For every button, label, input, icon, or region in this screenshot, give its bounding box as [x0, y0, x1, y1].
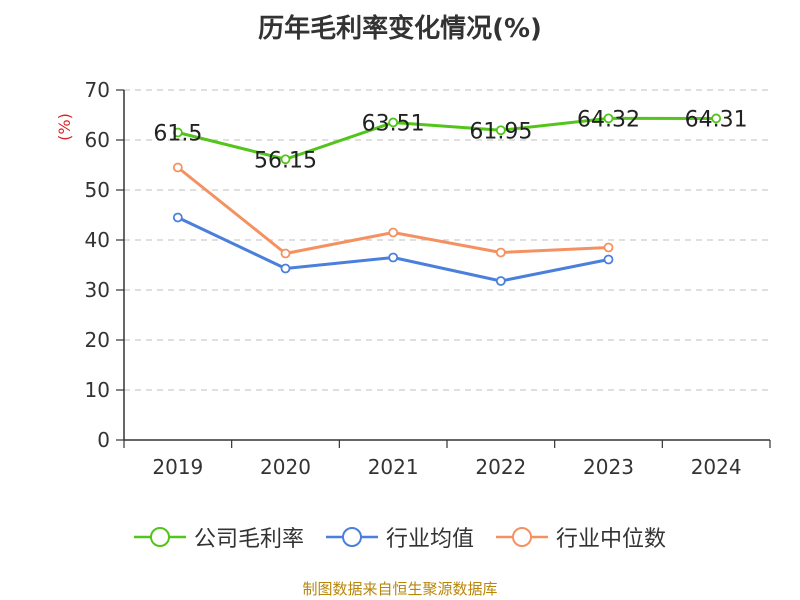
legend-label: 行业中位数: [556, 527, 667, 552]
series-line: [177, 116, 717, 161]
x-tick-label-2019: 2019: [152, 455, 203, 479]
data-point[interactable]: [495, 125, 506, 136]
series-2: [172, 162, 614, 259]
legend-swatch-icon: [325, 527, 378, 547]
legend: 公司毛利率 行业均值 行业中位数: [0, 520, 800, 554]
x-tick-label-2022: 2022: [475, 455, 526, 479]
data-point[interactable]: [603, 242, 614, 253]
y-tick-label: 50: [85, 178, 110, 202]
legend-swatch-icon: [133, 527, 186, 547]
data-label: 61.5: [153, 122, 202, 147]
legend-item-2[interactable]: 行业中位数: [496, 521, 666, 553]
data-point[interactable]: [388, 227, 399, 238]
series-group: 61.5 56.15 63.51 61.95 64.32 64.31: [153, 107, 748, 286]
data-point[interactable]: [388, 117, 399, 128]
y-tick-label: 40: [85, 228, 110, 252]
data-point[interactable]: [172, 162, 183, 173]
y-tick-label: 0: [97, 428, 110, 452]
y-tick-label: 60: [85, 128, 110, 152]
legend-label: 公司毛利率: [193, 527, 304, 552]
data-point[interactable]: [172, 212, 183, 223]
data-label: 56.15: [254, 148, 317, 173]
data-label: 64.31: [685, 107, 748, 132]
data-label: 63.51: [362, 111, 425, 136]
x-tick-label-2020: 2020: [260, 455, 311, 479]
grid-lines: [124, 89, 770, 391]
data-point[interactable]: [711, 113, 722, 124]
x-tick-label-2024: 2024: [691, 455, 742, 479]
legend-item-1[interactable]: 行业均值: [325, 521, 474, 553]
y-tick-label: 30: [85, 278, 110, 302]
y-tick-label: 20: [85, 328, 110, 352]
line-chart: 0 10 20 30 40 50 60 70 2019 2020 2021 2022 2023 2024…: [55, 78, 771, 479]
legend-swatch-icon: [496, 527, 548, 547]
data-point[interactable]: [603, 254, 614, 265]
chart-title: 历年毛利率变化情况(%): [258, 14, 542, 44]
source-note: 制图数据来自恒生聚源数据库: [302, 580, 498, 598]
data-point[interactable]: [280, 248, 291, 259]
y-axis-ticks: 0 10 20 30 40 50 60 70: [85, 78, 124, 452]
data-point[interactable]: [495, 247, 506, 258]
x-tick-label-2023: 2023: [583, 455, 634, 479]
data-point[interactable]: [495, 276, 506, 286]
y-tick-label: 10: [85, 378, 110, 402]
series-1: [172, 212, 614, 286]
series-0: 61.5 56.15 63.51 61.95 64.32 64.31: [153, 107, 747, 173]
y-axis-label: (%): [55, 113, 74, 141]
data-point[interactable]: [172, 127, 183, 138]
data-label: 64.32: [577, 107, 640, 132]
legend-item-0[interactable]: 公司毛利率: [133, 521, 304, 553]
x-axis-ticks: 2019 2020 2021 2022 2023 2024: [123, 440, 771, 479]
series-line: [176, 166, 609, 255]
data-point[interactable]: [280, 154, 291, 165]
data-point[interactable]: [388, 252, 399, 263]
data-label: 61.95: [469, 119, 532, 144]
x-tick-label-2021: 2021: [368, 455, 419, 479]
data-point[interactable]: [280, 263, 291, 274]
data-point[interactable]: [603, 113, 614, 124]
y-tick-label: 70: [85, 78, 110, 102]
legend-label: 行业均值: [385, 527, 474, 552]
